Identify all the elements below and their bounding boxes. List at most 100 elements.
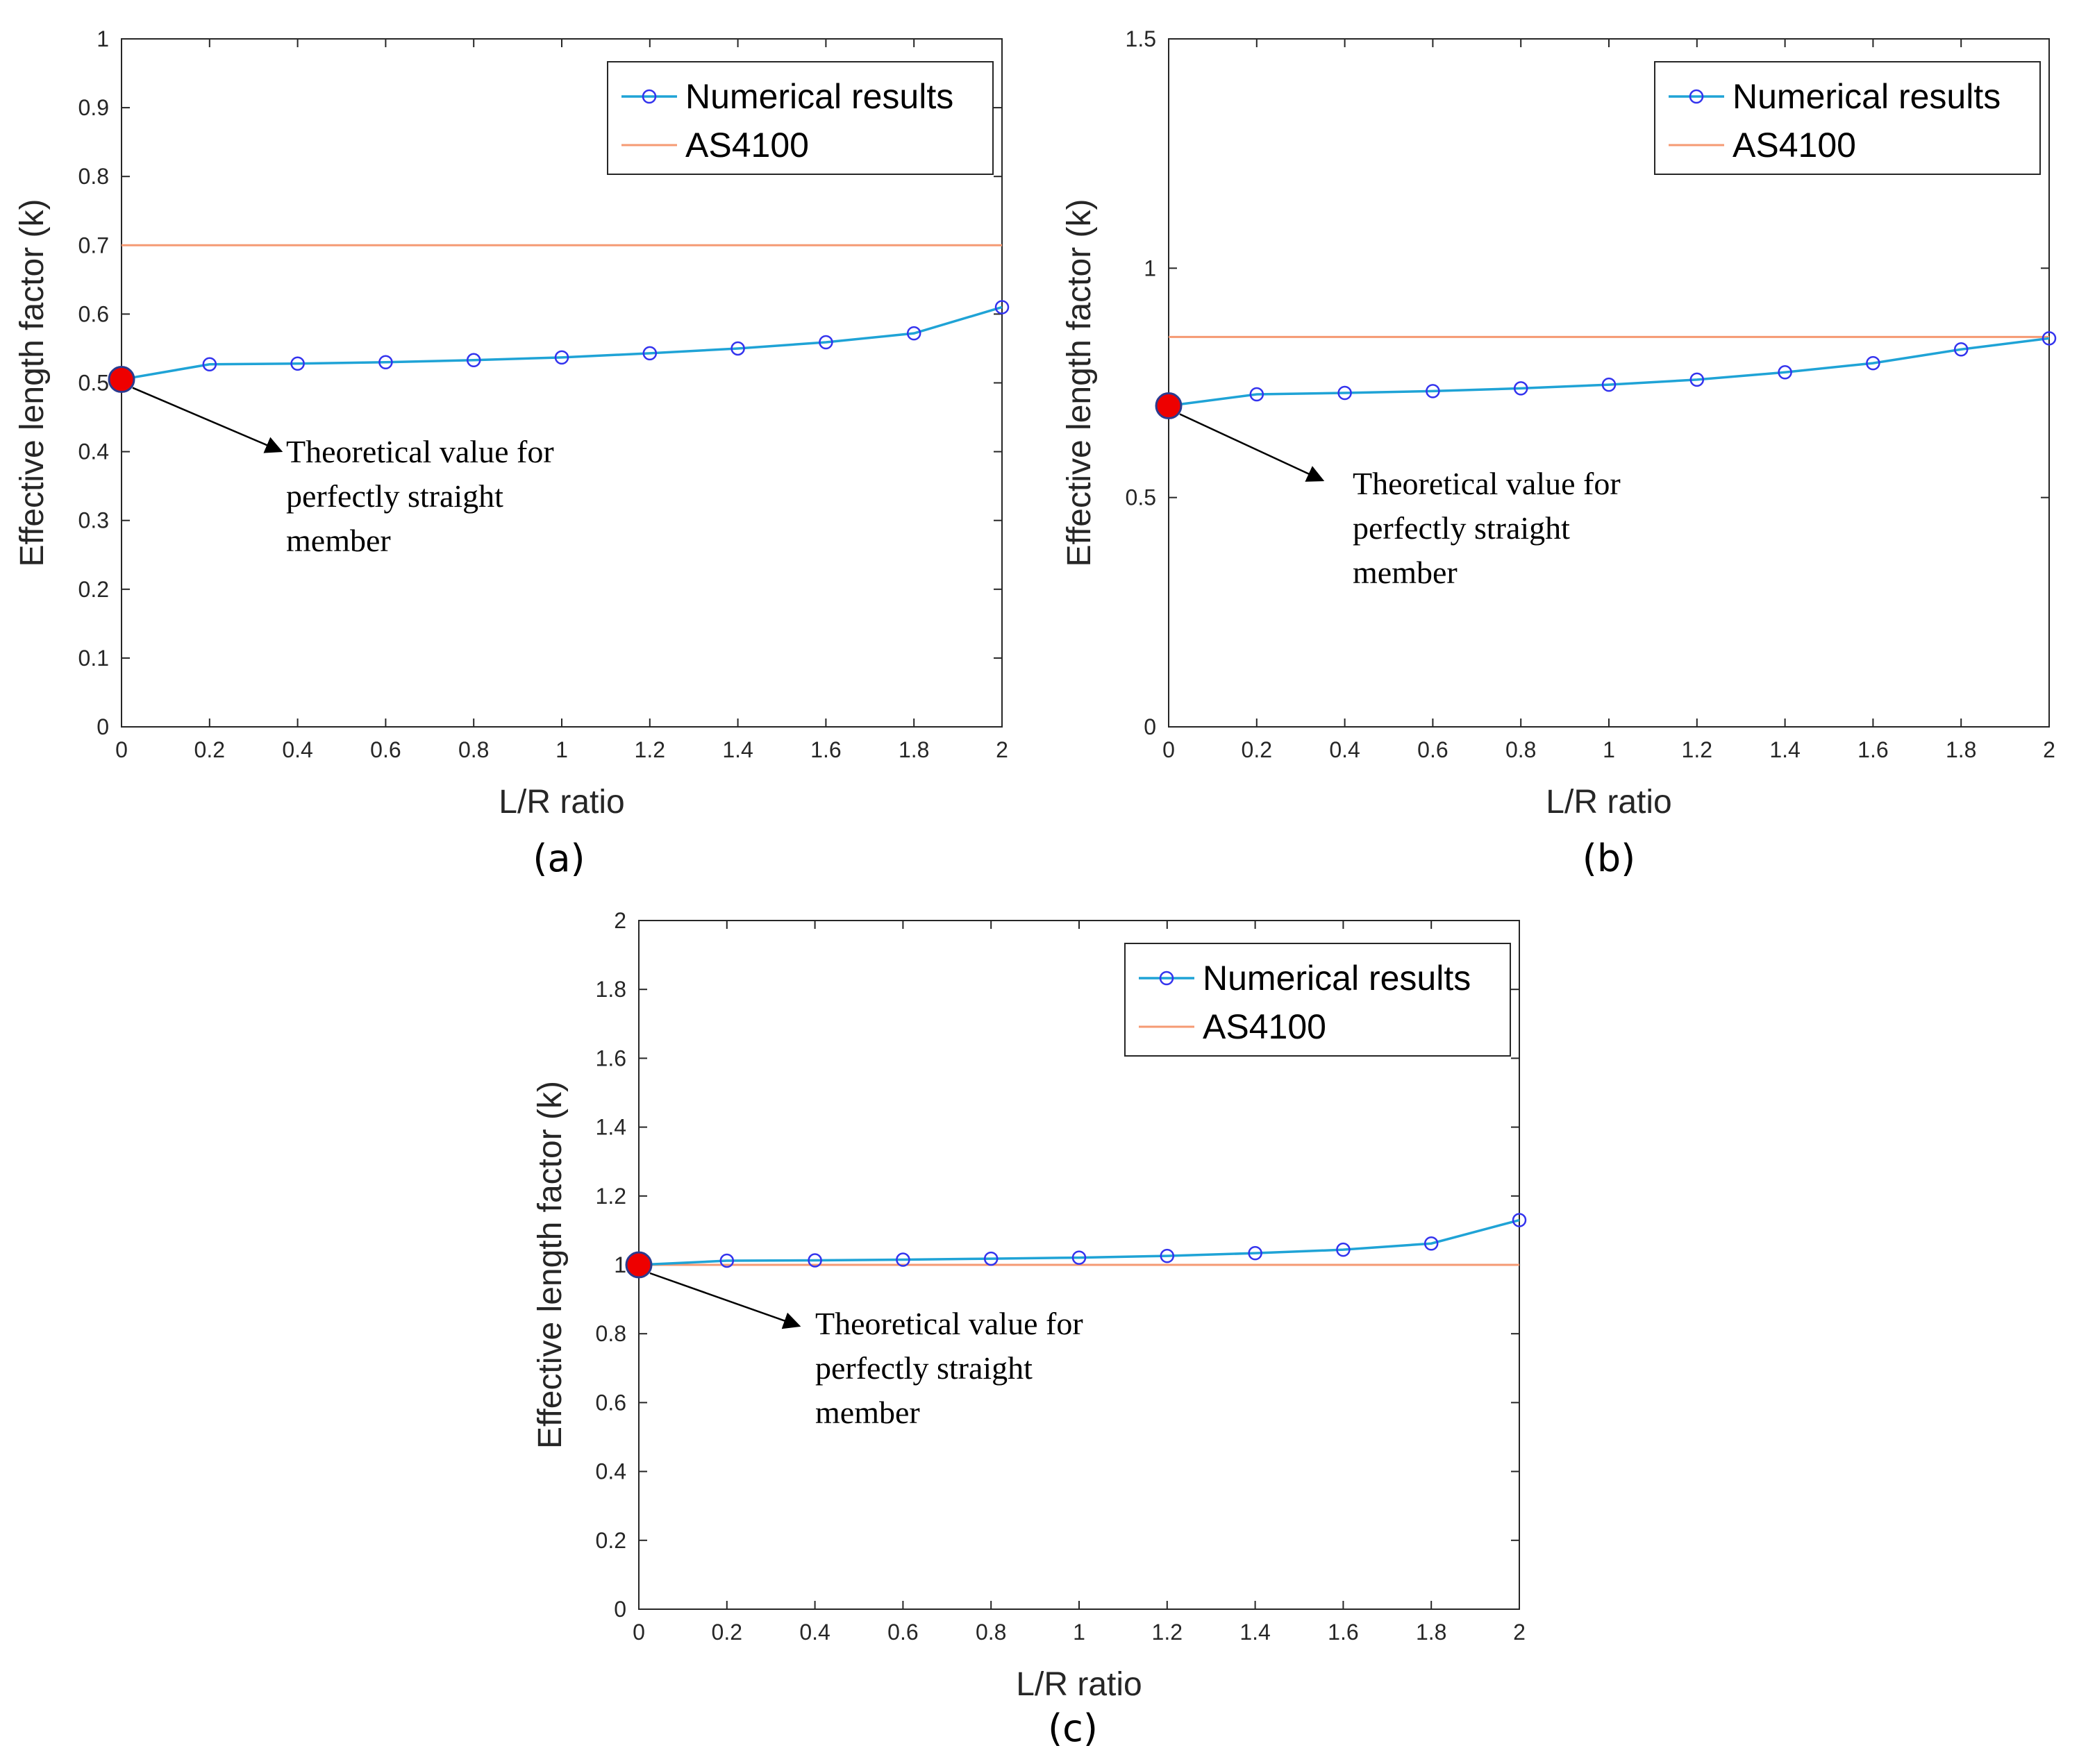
y-tick-label: 0.6 [78, 301, 109, 326]
x-axis-label: L/R ratio [1016, 1666, 1142, 1703]
y-tick-label: 2 [614, 908, 626, 933]
data-point [808, 1253, 822, 1268]
data-point [1601, 377, 1617, 392]
y-tick-label: 1 [97, 26, 109, 51]
x-tick-label: 1.8 [899, 737, 929, 762]
x-tick-label: 1.6 [1328, 1620, 1358, 1645]
x-tick-label: 1.4 [1239, 1620, 1270, 1645]
legend-label-numerical: Numerical results [1732, 77, 2001, 116]
y-tick-label: 0 [97, 714, 109, 739]
theoretical-point [625, 1251, 653, 1279]
annotation-text: perfectly straight [815, 1350, 1033, 1386]
y-axis-label: Effective length factor (k) [1061, 199, 1098, 566]
annotation-arrow [1179, 413, 1325, 482]
annotation-text: member [286, 523, 391, 558]
x-tick-label: 2 [2043, 737, 2055, 762]
annotation-text: member [815, 1395, 920, 1430]
y-tick-label: 0.1 [78, 646, 109, 671]
annotation-text: member [1353, 555, 1458, 590]
y-tick-label: 0 [614, 1597, 626, 1622]
x-tick-label: 2 [1513, 1620, 1526, 1645]
panel-label: (c) [1048, 1706, 1098, 1750]
data-point [896, 1252, 910, 1267]
x-tick-label: 0.2 [1242, 737, 1272, 762]
data-point [983, 1251, 999, 1266]
y-tick-label: 0.4 [78, 439, 109, 464]
legend-marker-numerical [1689, 89, 1704, 104]
y-tick-label: 0.8 [596, 1321, 626, 1346]
y-tick-label: 1.2 [596, 1184, 626, 1209]
data-point [1778, 365, 1792, 380]
data-point [1336, 1242, 1351, 1257]
y-tick-label: 0.2 [78, 577, 109, 602]
x-axis-label: L/R ratio [499, 784, 624, 821]
x-tick-label: 1.8 [1946, 737, 1976, 762]
y-tick-label: 0.7 [78, 233, 109, 258]
legend-box [1654, 61, 2041, 175]
x-tick-label: 0.4 [282, 737, 312, 762]
data-point [1071, 1250, 1087, 1265]
legend-label-numerical: Numerical results [1203, 959, 1471, 998]
x-tick-label: 0.6 [887, 1620, 918, 1645]
data-point [378, 355, 393, 370]
annotation-arrow [649, 1272, 801, 1329]
data-point [730, 341, 745, 356]
y-tick-label: 1.4 [596, 1115, 626, 1140]
theoretical-point [108, 366, 135, 394]
x-tick-label: 1.6 [810, 737, 841, 762]
panel-1: 0 0.2 0.4 0.6 0.8 1 1.2 1.4 1.6 1.8 2 0 0.5 1 1.5 L/R r… [1061, 26, 2057, 880]
panel-label: (b) [1583, 837, 1635, 880]
x-tick-label: 0.6 [1417, 737, 1448, 762]
x-tick-label: 0.4 [1329, 737, 1360, 762]
x-tick-label: 1.4 [722, 737, 753, 762]
x-tick-label: 0.6 [370, 737, 401, 762]
y-axis-label: Effective length factor (k) [14, 199, 51, 566]
data-point [1337, 385, 1352, 401]
x-tick-label: 0 [633, 1620, 645, 1645]
numerical-results-line [121, 305, 1003, 381]
legend-label-as4100: AS4100 [1732, 126, 1856, 165]
legend-marker-numerical [1159, 971, 1174, 986]
data-point [906, 326, 921, 341]
data-point [994, 300, 1010, 314]
legend-box [1124, 943, 1511, 1057]
data-point [466, 353, 481, 368]
annotation-text: perfectly straight [286, 478, 503, 514]
x-tick-label: 1 [1603, 737, 1615, 762]
legend-label-as4100: AS4100 [685, 126, 809, 165]
x-tick-label: 1.4 [1769, 737, 1800, 762]
panel-0: 0 0.2 0.4 0.6 0.8 1 1.2 1.4 1.6 1.8 2 0 0.1 0.2 0.3 0.4… [14, 26, 1010, 880]
panel-2: 0 0.2 0.4 0.6 0.8 1 1.2 1.4 1.6 1.8 2 0 0.2 0.4 0.6 0.8… [532, 908, 1527, 1750]
data-point [2042, 331, 2057, 346]
legend-label-numerical: Numerical results [685, 77, 953, 116]
y-tick-label: 0.3 [78, 508, 109, 533]
annotation-text: Theoretical value for [1353, 466, 1621, 501]
x-tick-label: 0.8 [1505, 737, 1536, 762]
y-tick-label: 0.8 [78, 164, 109, 189]
legend-box [607, 61, 994, 175]
data-point [642, 346, 658, 361]
annotation-arrow [132, 387, 283, 453]
x-tick-label: 1.2 [635, 737, 665, 762]
y-tick-label: 1 [614, 1252, 626, 1277]
annotation-text: Theoretical value for [815, 1306, 1083, 1341]
panel-label: (a) [533, 837, 585, 880]
x-tick-label: 0.8 [976, 1620, 1006, 1645]
data-point [1423, 1236, 1439, 1251]
numerical-results-line [1168, 337, 2050, 408]
y-tick-label: 1.6 [596, 1045, 626, 1070]
y-tick-label: 0.6 [596, 1390, 626, 1415]
x-tick-label: 1 [556, 737, 568, 762]
data-point [1249, 387, 1264, 402]
x-axis-label: L/R ratio [1546, 784, 1671, 821]
y-tick-label: 1.8 [596, 977, 626, 1002]
x-tick-label: 0 [115, 737, 128, 762]
annotation-text: perfectly straight [1353, 510, 1570, 546]
legend-label-as4100: AS4100 [1203, 1007, 1326, 1046]
data-point [1512, 1213, 1527, 1227]
x-tick-label: 2 [996, 737, 1008, 762]
data-point [290, 356, 305, 371]
data-point [719, 1253, 735, 1268]
y-tick-label: 1 [1144, 255, 1156, 280]
